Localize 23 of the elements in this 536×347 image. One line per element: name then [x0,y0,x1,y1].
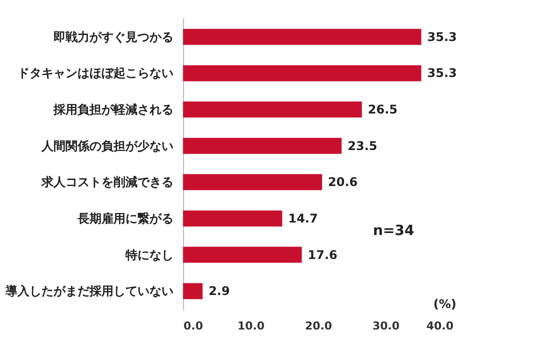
data-label: 20.6 [328,175,358,190]
annotation: (%) [433,297,456,312]
x-tick-label: 40.0 [426,320,454,332]
y-tick-label: 特になし [124,248,174,262]
data-label: 26.5 [368,102,398,117]
x-tick-label: 0.0 [184,320,204,332]
annotation: n=34 [373,223,414,240]
x-tick-label: 30.0 [372,320,400,332]
data-label: 35.3 [427,30,457,44]
data-label: 2.9 [208,284,230,298]
x-tick-label: 10.0 [237,320,265,332]
y-tick-label: 即戦力がすぐ見つかる [54,30,174,44]
y-tick-label: 人間関係の負担が少ない [40,138,174,153]
y-tick-label: 導入したがまだ採用していない [4,284,174,298]
y-tick-label: 長期雇用に繋がる [76,211,174,226]
y-tick-label: 採用負担が軽減される [52,102,174,117]
data-label: 14.7 [288,211,318,226]
x-tick-label: 20.0 [304,320,332,332]
data-label: 17.6 [308,248,338,262]
data-label: 35.3 [427,66,457,80]
y-tick-label: 求人コストを削減できる [40,175,174,190]
data-label: 23.5 [348,138,378,153]
y-tick-label: ドタキャンはほぼ起こらない [18,66,174,80]
